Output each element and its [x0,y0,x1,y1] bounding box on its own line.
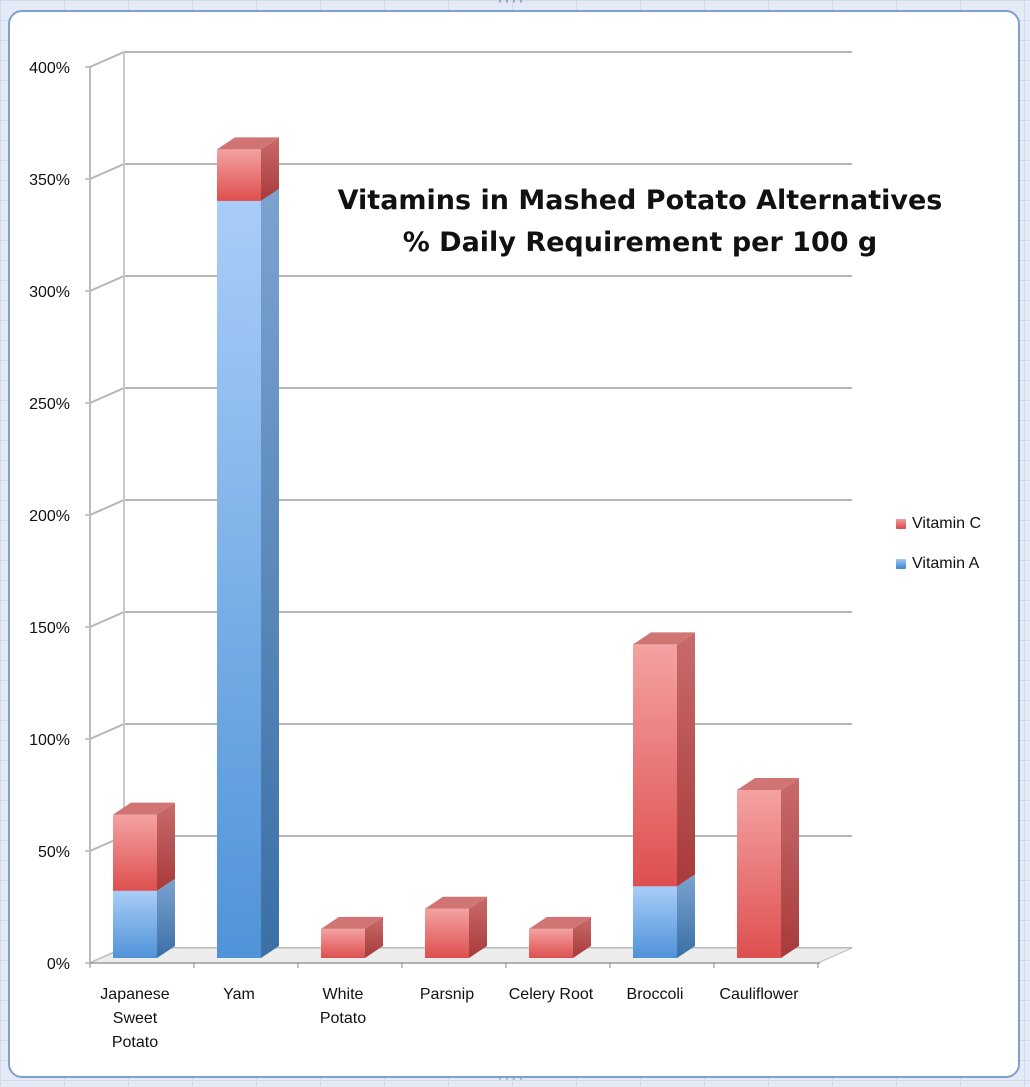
bar-side-vitamin-c [781,778,799,958]
legend-label-vitamin-a: Vitamin A [912,555,980,572]
bar-vitamin-a [217,200,261,958]
bar-vitamin-a [113,890,157,958]
gridline-depth [89,387,125,404]
y-tick-label: 200% [29,508,70,525]
x-category-label: Parsnip [420,986,474,1003]
y-tick-label: 250% [29,396,70,413]
legend-label-vitamin-c: Vitamin C [912,515,982,532]
bar-side-vitamin-c [261,137,279,201]
bar-top-vitamin-c [633,632,695,645]
x-category-label: Japanese Sweet Potato [100,986,169,1051]
x-category-label-line: Parsnip [420,986,474,1003]
x-category-label-line: Cauliflower [719,986,799,1003]
chart-area[interactable] [8,10,1020,1078]
bar-vitamin-a [633,886,677,958]
resize-handle-top[interactable]: '''' [497,0,526,10]
bar-side-vitamin-c [365,916,383,958]
y-tick-label: 100% [29,732,70,749]
bar-side-vitamin-c [469,896,487,958]
x-category-label: Cauliflower [719,986,799,1003]
bar-vitamin-c [529,928,573,958]
bar-vitamin-c [737,790,781,958]
gridline-depth [89,51,125,68]
gridline-depth [89,275,125,292]
y-tick-label: 150% [29,620,70,637]
x-category-label: Yam [223,986,255,1003]
x-category-label-line: Japanese [100,986,169,1003]
bar-top-vitamin-c [321,916,383,929]
y-tick-label: 400% [29,60,70,77]
bar-side-vitamin-a [677,874,695,958]
x-category-label: White Potato [320,986,366,1027]
x-category-label-line: Broccoli [627,986,684,1003]
bar-side-vitamin-c [573,916,591,958]
y-tick-label: 300% [29,284,70,301]
x-category-label-line: Potato [112,1034,158,1051]
bar-top-vitamin-c [217,137,279,150]
bar-side-vitamin-c [157,802,175,891]
x-category-label-line: Celery Root [509,986,594,1003]
bar-side-vitamin-a [157,878,175,958]
bar-top-vitamin-c [425,896,487,909]
x-category-label: Celery Root [509,986,594,1003]
gridline-depth [89,723,125,740]
chart-title: Vitamins in Mashed Potato Alternatives %… [300,180,980,264]
bar-top-vitamin-c [529,916,591,929]
legend-swatch-vitamin-a [896,559,906,569]
bar-side-vitamin-a [261,188,279,958]
legend-item-vitamin-c: Vitamin C [896,514,981,534]
y-tick-label: 0% [47,956,70,973]
bar-top-vitamin-c [737,778,799,790]
gridline-depth [89,499,125,516]
legend-swatch-vitamin-c [896,519,906,529]
x-category-label-line: Yam [223,986,255,1003]
x-category-label-line: Sweet [113,1010,158,1027]
gridline-depth [89,611,125,628]
chart-title-line1: Vitamins in Mashed Potato Alternatives [337,185,943,216]
resize-handle-bottom[interactable]: '''' [497,1076,526,1087]
legend-item-vitamin-a: Vitamin A [896,554,981,574]
x-category-label-line: White [323,986,364,1003]
x-category-label: Broccoli [627,986,684,1003]
gridline-depth [89,163,125,180]
bar-vitamin-c [217,149,261,201]
bar-vitamin-c [321,928,365,958]
chart-legend: Vitamin C Vitamin A [896,514,981,594]
chart-subtitle: % Daily Requirement per 100 g [402,227,878,258]
y-tick-label: 50% [38,844,70,861]
bar-vitamin-c [425,908,469,958]
bar-vitamin-c [113,814,157,891]
bar-side-vitamin-c [677,632,695,887]
x-category-label-line: Potato [320,1010,366,1027]
bar-vitamin-c [633,644,677,887]
y-tick-label: 350% [29,172,70,189]
bar-top-vitamin-c [113,802,175,815]
